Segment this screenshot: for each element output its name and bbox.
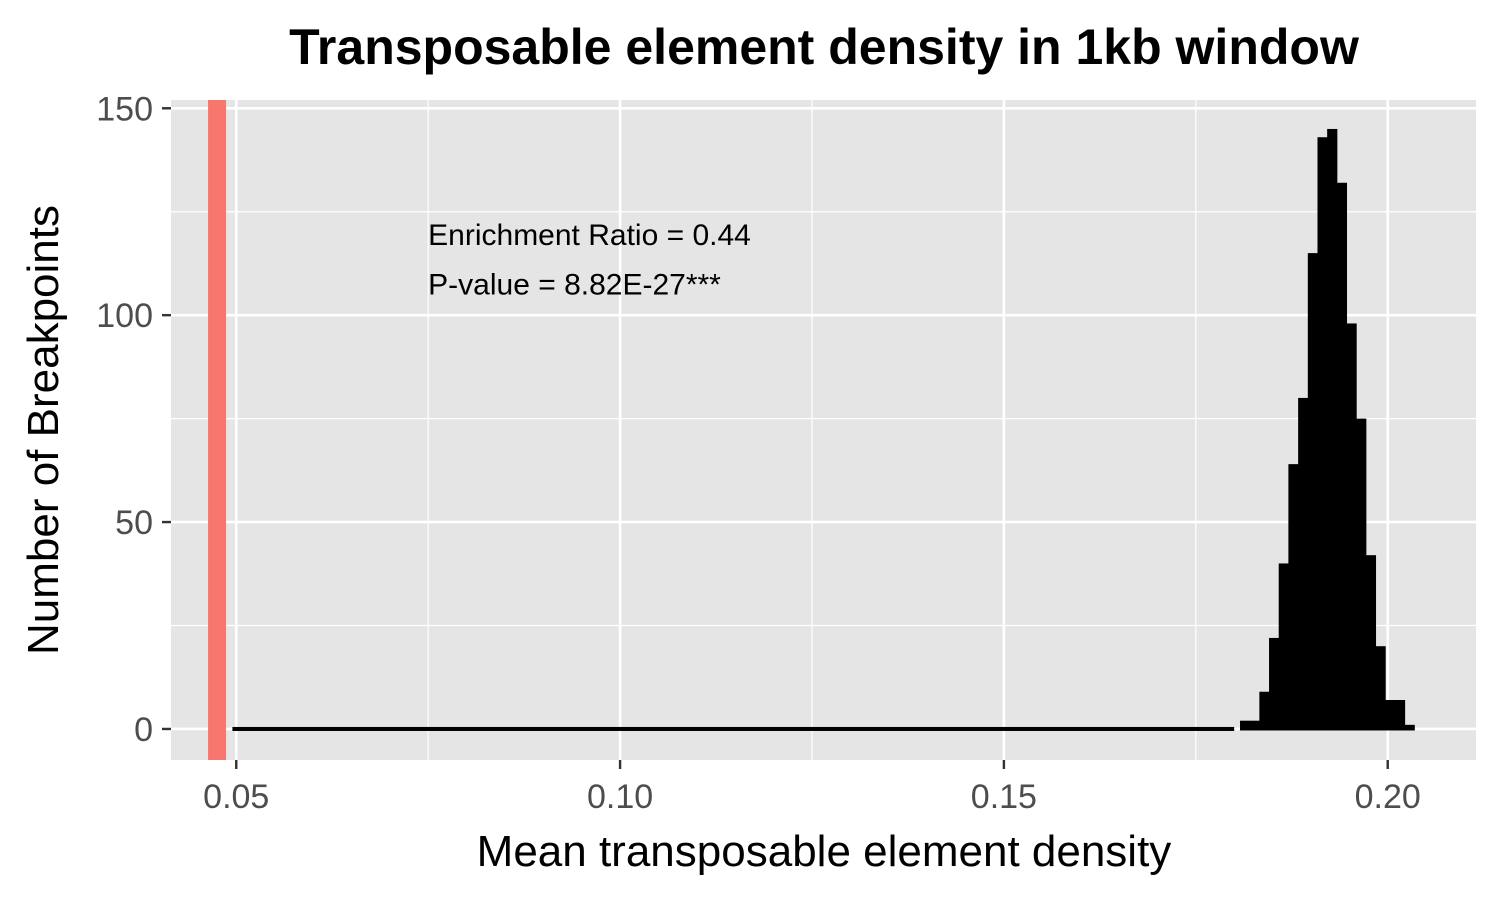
x-axis-title: Mean transposable element density xyxy=(477,827,1172,876)
minor-gridlines xyxy=(171,100,1476,760)
histogram-bar xyxy=(1336,182,1348,731)
y-tick-label: 150 xyxy=(96,90,153,128)
histogram-bar xyxy=(1385,700,1396,731)
histogram-bar xyxy=(1356,418,1367,731)
annotations: Enrichment Ratio = 0.44 P-value = 8.82E-2… xyxy=(428,219,751,302)
y-tick-label: 0 xyxy=(134,711,153,749)
annotation-text: Enrichment Ratio = 0.44 xyxy=(428,219,751,252)
x-tick-label: 0.05 xyxy=(203,778,269,816)
histogram-bar xyxy=(1259,691,1270,731)
zero-count-bins xyxy=(232,726,1235,731)
histogram-bar xyxy=(1365,555,1377,731)
histogram-bar xyxy=(1249,720,1260,731)
x-tick-label: 0.10 xyxy=(587,778,653,816)
y-axis: 0 50 100 150 xyxy=(96,90,171,749)
histogram-bar xyxy=(1298,397,1309,731)
x-tick-label: 0.20 xyxy=(1355,778,1421,816)
histogram-bars xyxy=(232,128,1415,731)
y-axis-title: Number of Breakpoints xyxy=(19,205,68,655)
histogram-bar xyxy=(1375,646,1386,731)
histogram-bar xyxy=(1317,137,1328,731)
histogram-bar xyxy=(1240,720,1251,731)
annotation-text: P-value = 8.82E-27*** xyxy=(428,268,721,301)
histogram-bar xyxy=(1307,253,1319,731)
histogram-bar xyxy=(1269,637,1280,731)
histogram-bar xyxy=(1404,724,1415,731)
x-axis: 0.05 0.10 0.15 0.20 xyxy=(203,760,1421,816)
x-tick-label: 0.15 xyxy=(971,778,1037,816)
histogram-bar xyxy=(1278,563,1289,731)
plot-panel xyxy=(171,100,1476,760)
histogram-bar xyxy=(1346,323,1357,731)
histogram-bar xyxy=(1327,128,1338,731)
y-tick-label: 100 xyxy=(96,297,153,335)
y-tick-label: 50 xyxy=(115,504,153,542)
histogram-bar xyxy=(1288,464,1299,731)
chart-title: Transposable element density in 1kb wind… xyxy=(289,19,1359,75)
histogram-bar xyxy=(1394,700,1406,731)
